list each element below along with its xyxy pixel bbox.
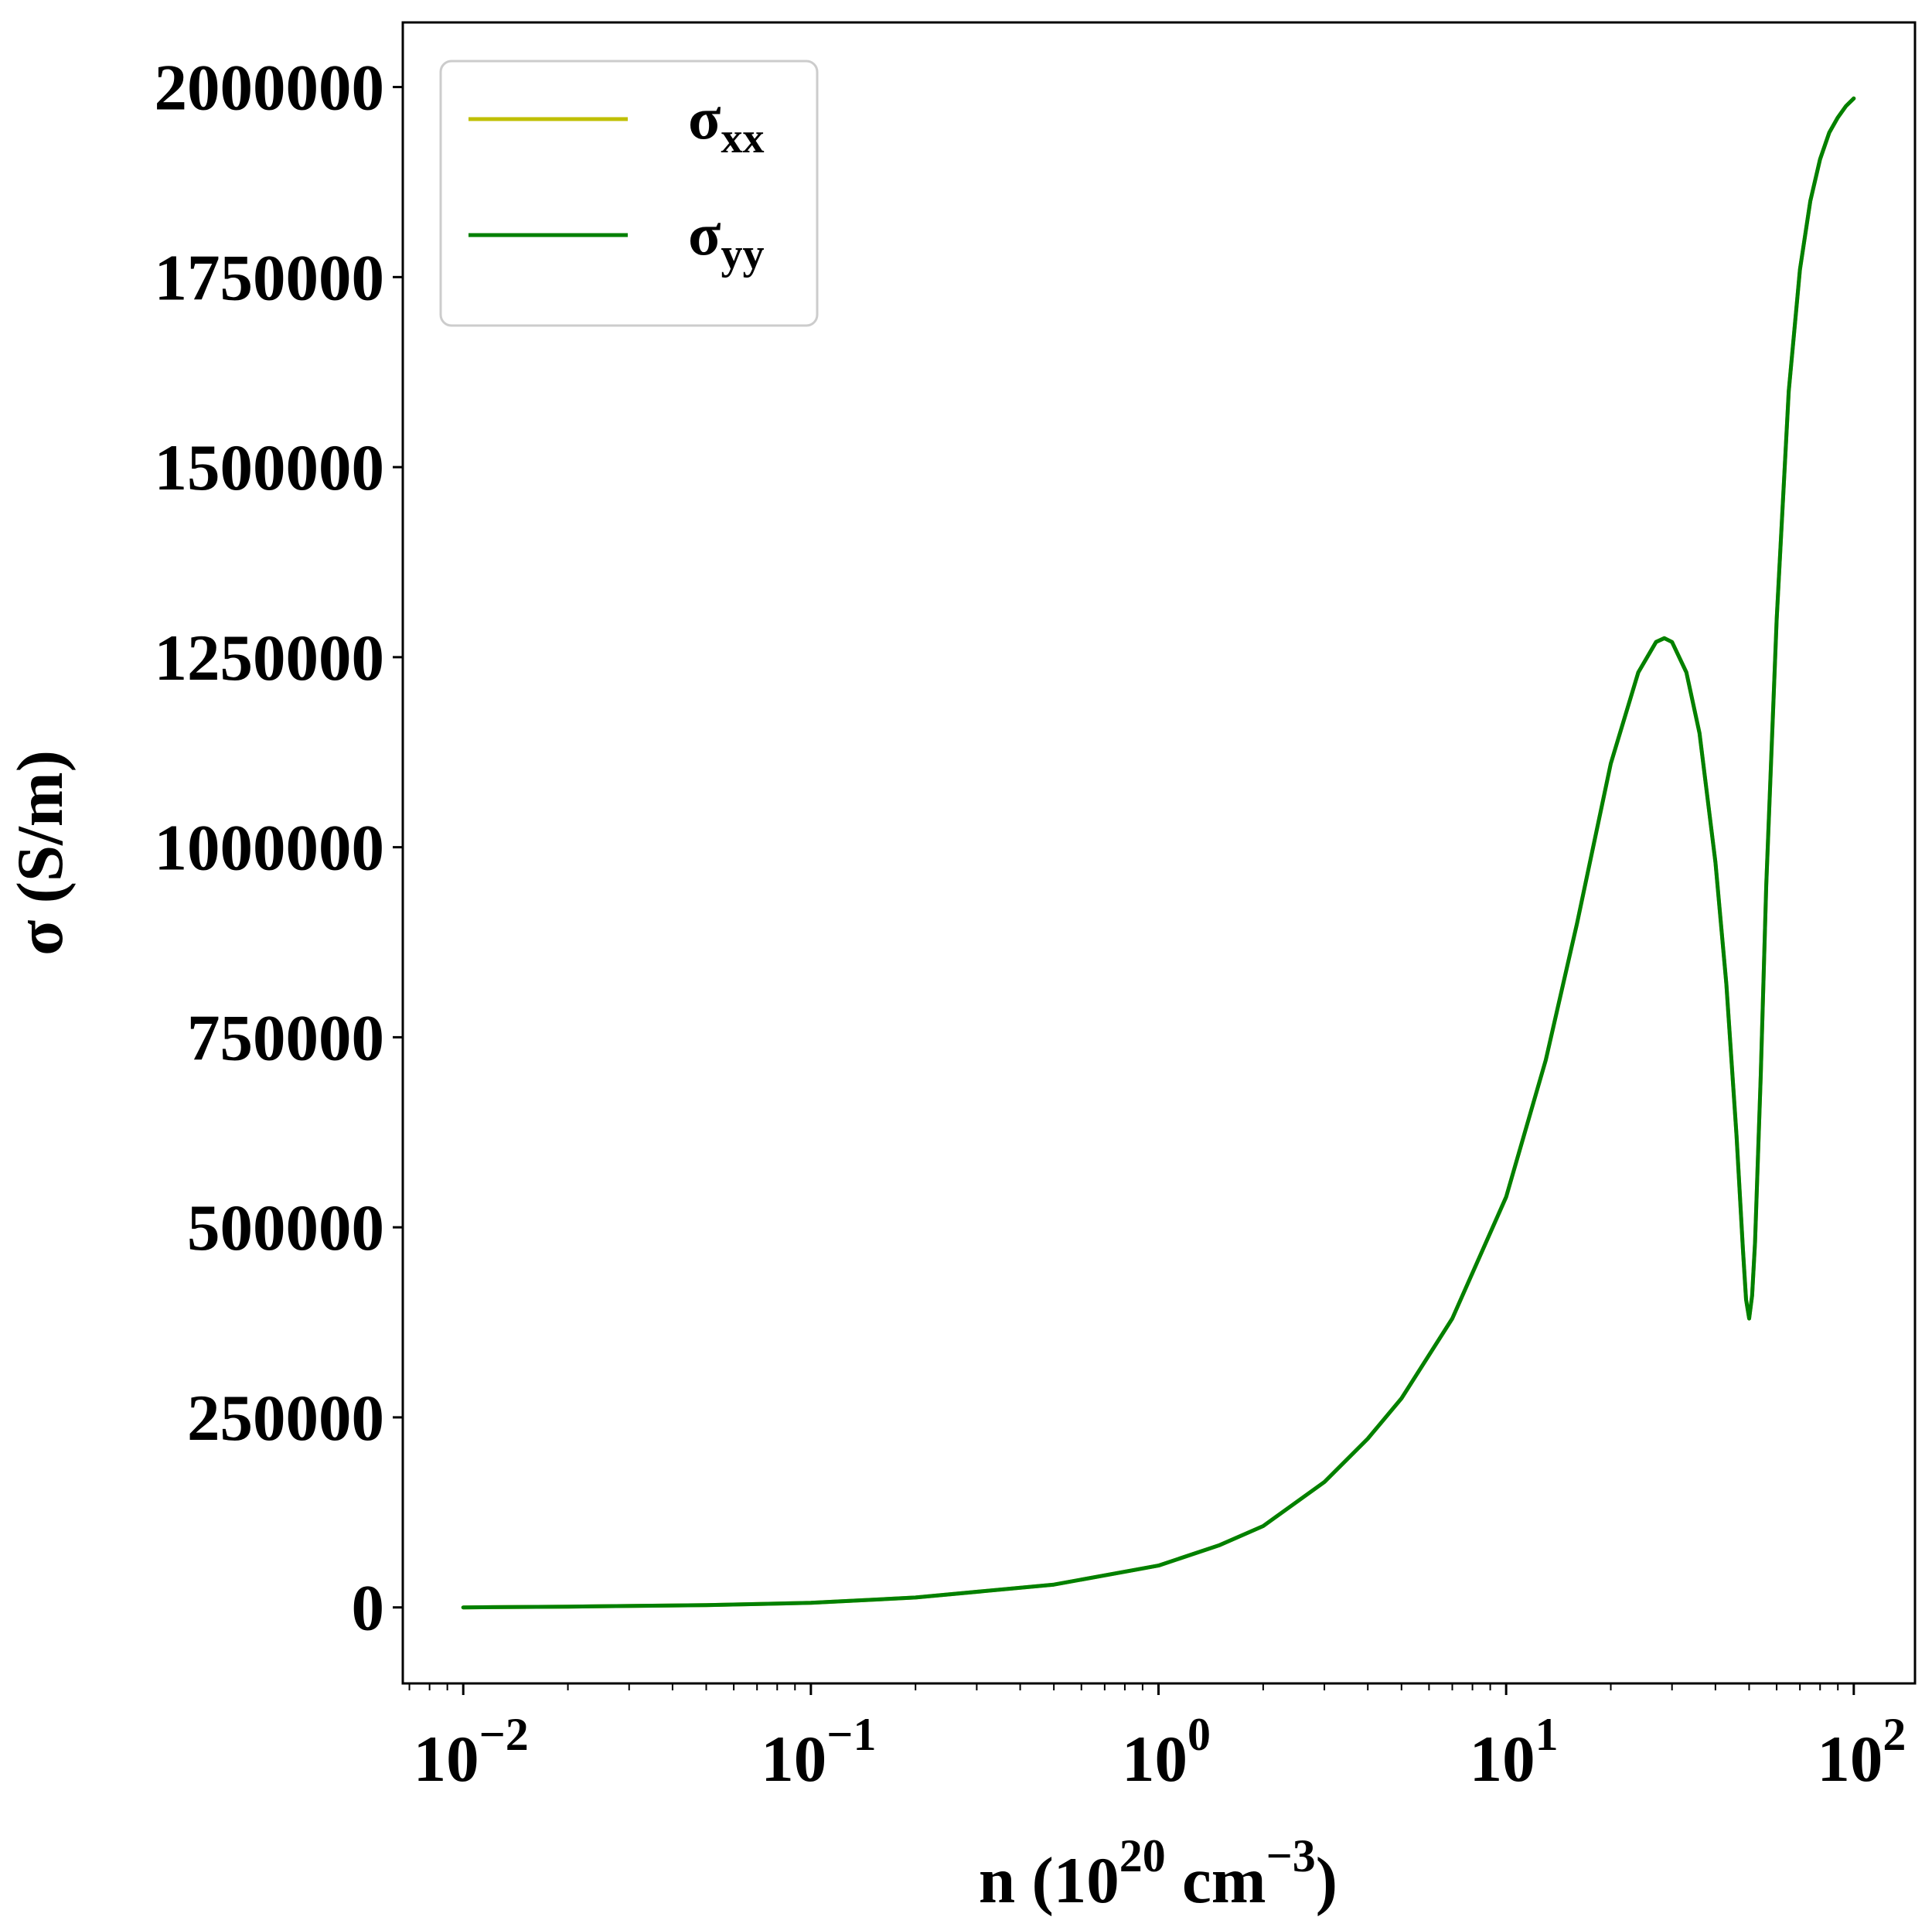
y-tick-label: 1750000 — [155, 241, 385, 314]
legend-label-sigma-yy-symbol: σ — [688, 200, 721, 268]
legend-label-sigma-yy: σyy — [688, 200, 764, 278]
y-tick-label: 500000 — [187, 1192, 384, 1264]
x-axis-label-suffix: ) — [1316, 1844, 1337, 1917]
y-tick-label: 750000 — [187, 1001, 384, 1074]
y-tick-label: 1000000 — [155, 812, 385, 885]
x-tick-label: 102 — [1817, 1709, 1906, 1796]
x-tick-label: 100 — [1122, 1709, 1211, 1796]
x-axis-label-prefix: n (10 — [979, 1844, 1119, 1917]
x-tick-label: 10−1 — [761, 1709, 876, 1796]
y-axis-label: σ (S/m) — [4, 750, 77, 956]
y-tick-label: 250000 — [187, 1382, 384, 1455]
y-axis-ticks: 0 250000 500000 750000 1000000 1250000 1500000… — [155, 52, 403, 1645]
x-tick-label: 10−2 — [414, 1709, 529, 1796]
x-tick-label: 101 — [1470, 1709, 1559, 1796]
x-axis-label-middle: cm — [1166, 1844, 1266, 1917]
y-tick-label: 2000000 — [155, 52, 385, 124]
y-tick-label: 1500000 — [155, 431, 385, 504]
series-line-σyy — [461, 96, 1856, 1610]
x-axis-ticks: 10−2 10−1 100 101 102 — [408, 1683, 1906, 1796]
legend-label-sigma-xx: σxx — [688, 84, 764, 162]
x-axis-label-exponent-2: −3 — [1266, 1830, 1316, 1881]
plot-frame — [401, 21, 1917, 1685]
legend-label-sigma-xx-symbol: σ — [688, 84, 721, 152]
legend-box — [439, 60, 819, 327]
x-axis-label: n (1020 cm−3) — [979, 1830, 1337, 1917]
x-axis-label-exponent-1: 20 — [1119, 1830, 1166, 1881]
y-tick-label: 1250000 — [155, 622, 385, 694]
legend: σxx σyy — [439, 60, 819, 327]
y-tick-label: 0 — [352, 1572, 385, 1645]
legend-label-sigma-yy-subscript: yy — [721, 230, 764, 278]
series-layer — [461, 96, 1856, 1610]
legend-label-sigma-xx-subscript: xx — [721, 114, 764, 162]
